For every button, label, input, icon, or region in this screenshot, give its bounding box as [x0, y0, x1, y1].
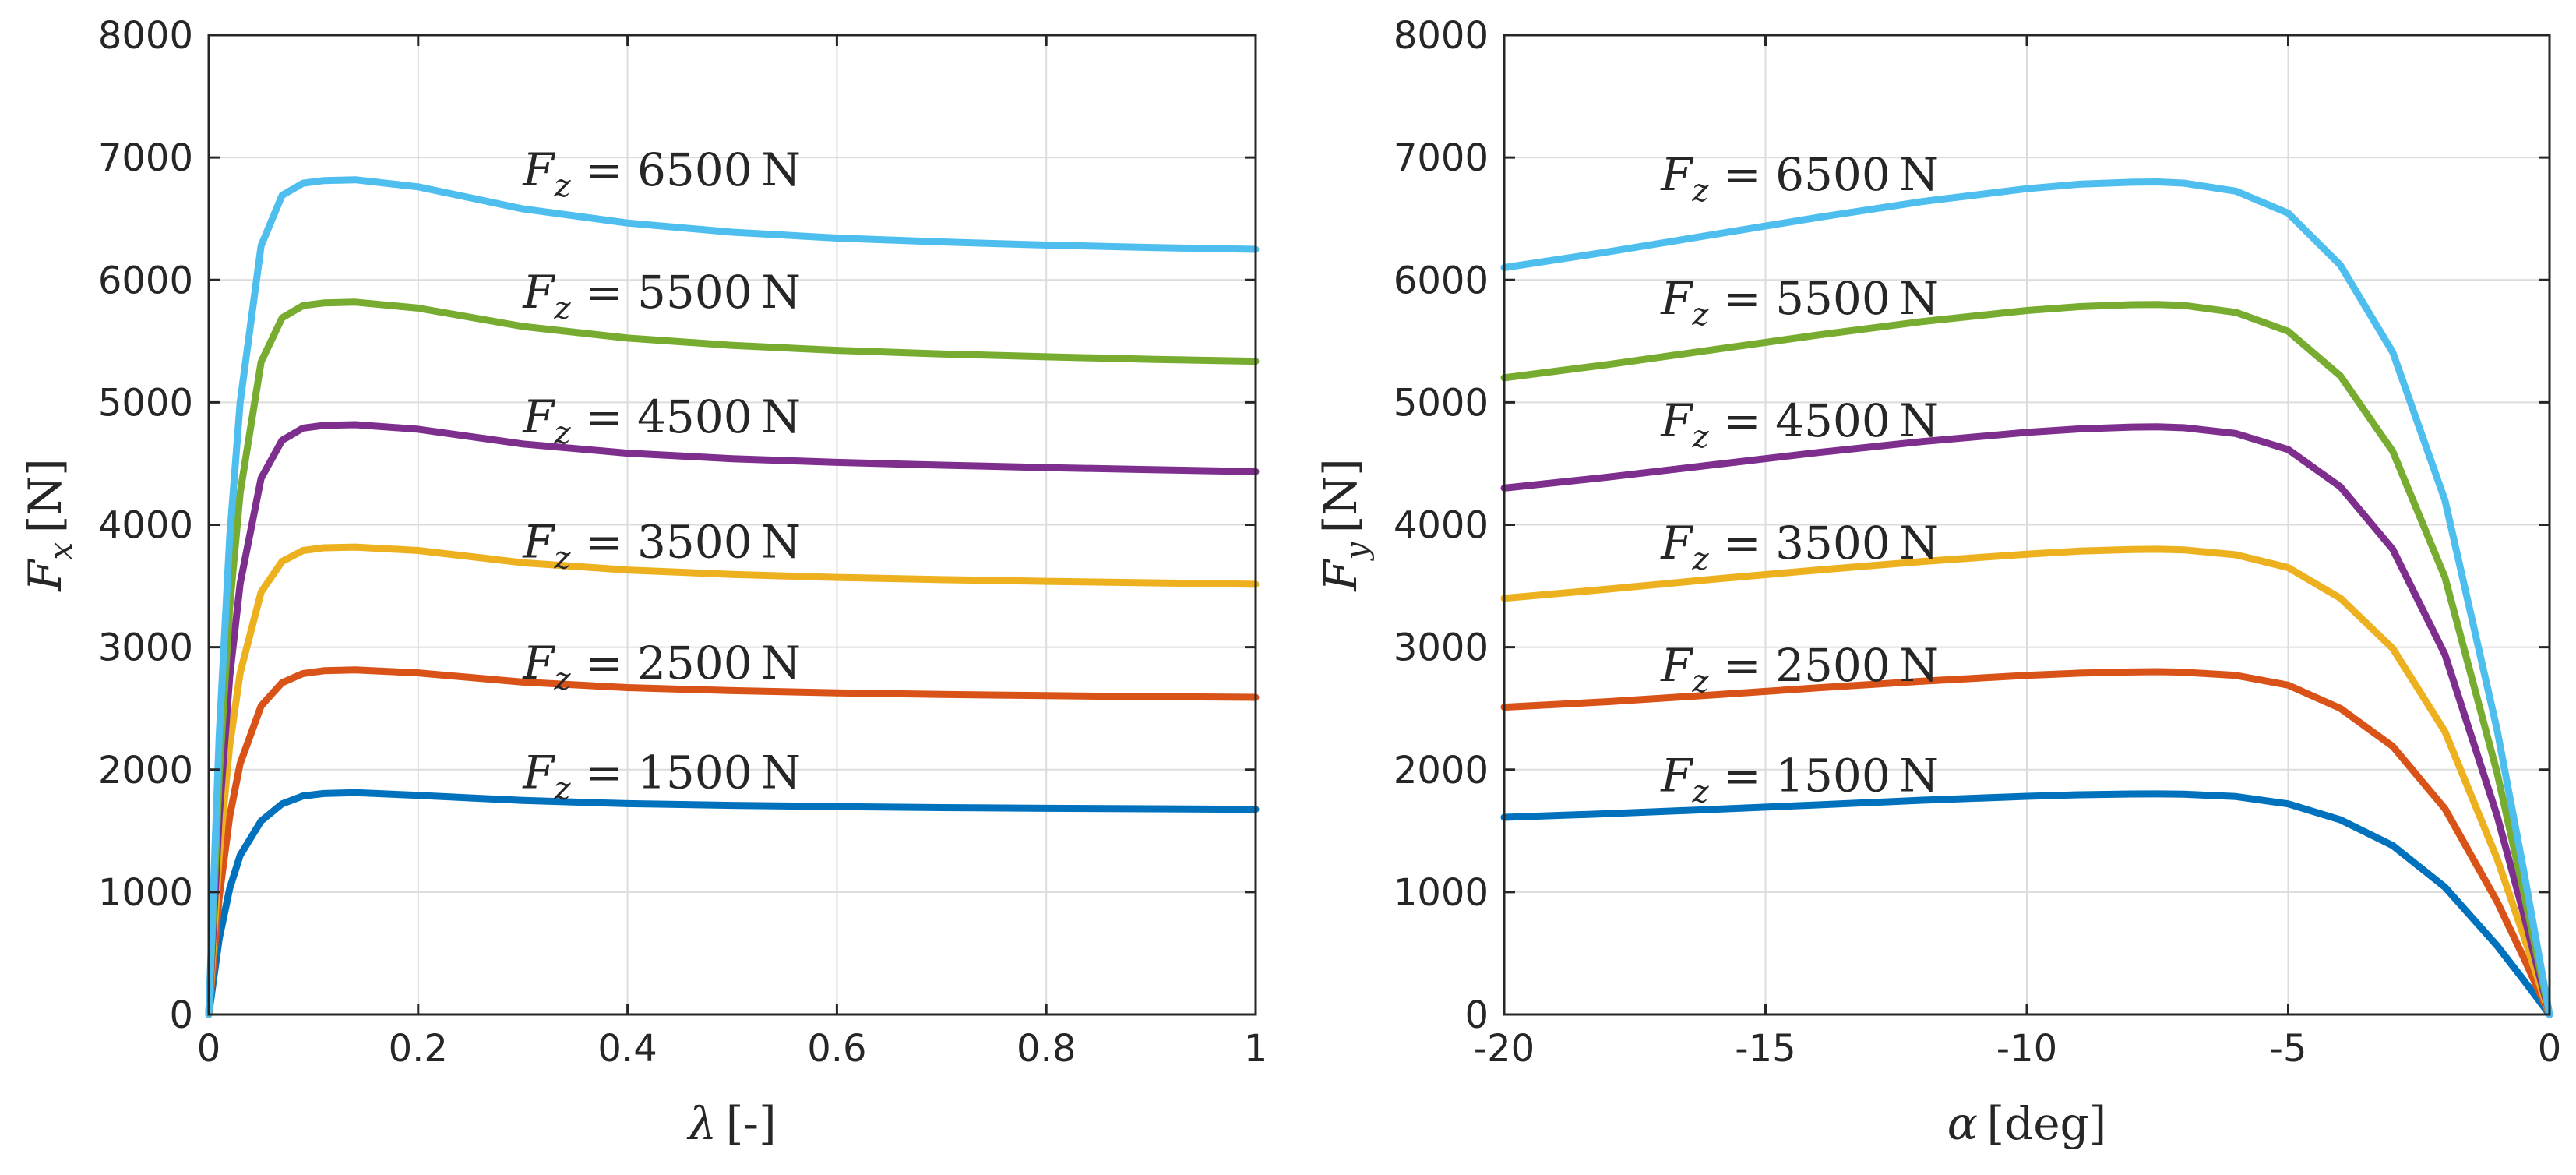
- y-tick-label: 4000: [1394, 504, 1489, 548]
- series-line-2500: [1500, 668, 2553, 1018]
- y-tick-label: 6000: [98, 259, 193, 302]
- series-line-2500: [205, 666, 1260, 1018]
- x-tick-label: 0.8: [1017, 1027, 1076, 1071]
- series-annotation-4500: Fz = 4500 N: [522, 390, 801, 451]
- series-line-3500: [205, 543, 1260, 1018]
- x-tick-label: 0.4: [597, 1027, 657, 1071]
- y-axis-label: Fx [N]: [19, 458, 79, 591]
- series-line-1500: [1500, 790, 2553, 1018]
- y-tick-label: 1000: [98, 871, 193, 915]
- series-line-3500: [1500, 545, 2553, 1018]
- x-tick-label: -5: [2270, 1027, 2307, 1071]
- series-annotation-6500: Fz = 6500 N: [522, 143, 801, 204]
- series-line-6500: [1500, 178, 2553, 1018]
- y-tick-label: 8000: [98, 14, 193, 58]
- left-plot-fx-vs-slip: 0 0.2 0.4 0.6 0.8 1 0 1000 2000 3000 4000 5000 6000 7…: [19, 14, 1267, 1150]
- series-annotation-1500: Fz = 1500 N: [1660, 750, 1939, 810]
- x-tick-label: -20: [1474, 1027, 1535, 1071]
- x-tick-label: 0: [197, 1027, 221, 1071]
- y-tick-label: 3000: [1394, 626, 1489, 670]
- right-plot-fy-vs-slip-angle: -20 -15 -10 -5 0 0 1000 2000 3000 4000 5000 6000 700…: [1314, 14, 2561, 1150]
- series-annotation-5500: Fz = 5500 N: [1660, 272, 1939, 333]
- y-tick-label: 2000: [1394, 749, 1489, 792]
- series-line-4500: [205, 421, 1260, 1018]
- series-annotation-2500: Fz = 2500 N: [1660, 639, 1939, 700]
- x-tick-label: 1: [1244, 1027, 1268, 1071]
- y-tick-label: 4000: [98, 504, 193, 548]
- y-tick-label: 7000: [98, 136, 193, 180]
- series-line-6500: [205, 176, 1260, 1018]
- x-tick-label: 0.2: [389, 1027, 448, 1071]
- series-annotation-3500: Fz = 3500 N: [1660, 517, 1939, 577]
- series-annotation-1500: Fz = 1500 N: [522, 746, 801, 807]
- series-line-4500: [1500, 423, 2553, 1018]
- series-annotation-5500: Fz = 5500 N: [522, 266, 801, 326]
- x-axis-label: λ [-]: [686, 1097, 776, 1150]
- series-line-5500: [205, 298, 1260, 1018]
- y-tick-label: 5000: [1394, 381, 1489, 425]
- series-annotation-6500: Fz = 6500 N: [1660, 148, 1939, 209]
- y-tick-label: 6000: [1394, 259, 1489, 302]
- series-line-1500: [205, 789, 1260, 1018]
- x-tick-label: 0.6: [807, 1027, 866, 1071]
- series-annotation-2500: Fz = 2500 N: [522, 637, 801, 697]
- y-tick-label: 7000: [1394, 136, 1489, 180]
- series-annotation-4500: Fz = 4500 N: [1660, 394, 1939, 455]
- series-annotation-3500: Fz = 3500 N: [522, 515, 801, 576]
- y-tick-label: 2000: [98, 749, 193, 792]
- y-tick-label: 0: [169, 993, 193, 1037]
- series-line-5500: [1500, 301, 2553, 1018]
- x-tick-label: 0: [2538, 1027, 2562, 1071]
- y-tick-label: 8000: [1394, 14, 1489, 58]
- x-tick-label: -10: [1996, 1027, 2057, 1071]
- y-axis-label: Fy [N]: [1314, 458, 1375, 591]
- y-tick-label: 1000: [1394, 871, 1489, 915]
- y-tick-label: 5000: [98, 381, 193, 425]
- y-tick-label: 3000: [98, 626, 193, 670]
- y-tick-label: 0: [1464, 993, 1489, 1037]
- x-axis-label: α [deg]: [1947, 1097, 2107, 1150]
- x-tick-label: -15: [1735, 1027, 1795, 1071]
